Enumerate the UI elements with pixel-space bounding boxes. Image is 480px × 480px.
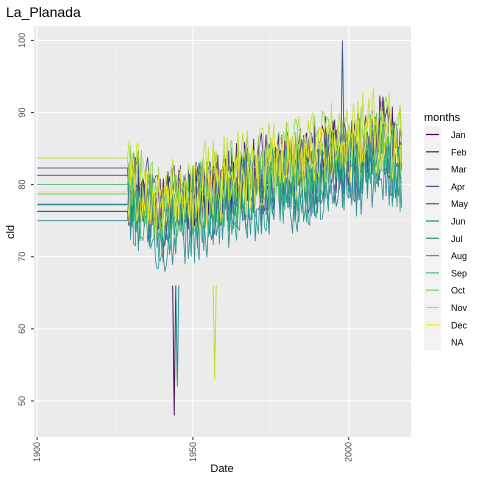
x-axis-title: Date xyxy=(210,463,233,475)
series-extreme xyxy=(172,285,177,416)
y-axis-ticks: 50 60 70 80 90 100 xyxy=(17,33,34,406)
y-tick-label: 90 xyxy=(17,108,27,118)
legend-label-na: NA xyxy=(451,338,464,348)
legend: Jan Feb Mar Apr May Jun Jul Aug Sep Oct Nov Dec NA xyxy=(424,126,469,351)
y-tick-label: 80 xyxy=(17,180,27,190)
legend-title: months xyxy=(424,112,461,124)
chart-title: La_Planada xyxy=(6,4,81,20)
legend-label-feb: Feb xyxy=(451,147,467,157)
series-extreme xyxy=(212,285,217,380)
legend-key-bg xyxy=(424,333,441,351)
legend-label-aug: Aug xyxy=(451,251,467,261)
series-line-dec xyxy=(37,113,403,241)
legend-label-jul: Jul xyxy=(451,234,463,244)
series-line-jun xyxy=(37,136,403,272)
x-tick-label: 1950 xyxy=(188,442,198,462)
legend-label-may: May xyxy=(451,199,469,209)
x-axis-ticks: 1900 1950 2000 xyxy=(32,437,354,462)
x-tick-label: 1900 xyxy=(32,442,42,462)
legend-label-apr: Apr xyxy=(451,182,465,192)
series-extreme xyxy=(340,40,345,142)
legend-label-jun: Jun xyxy=(451,217,466,227)
legend-label-sep: Sep xyxy=(451,268,467,278)
legend-label-jan: Jan xyxy=(451,130,466,140)
y-axis-title: cld xyxy=(5,225,17,239)
legend-label-mar: Mar xyxy=(451,165,467,175)
y-tick-label: 100 xyxy=(17,33,27,48)
series-lines xyxy=(37,40,403,416)
y-tick-label: 50 xyxy=(17,396,27,406)
series-extreme xyxy=(175,285,180,387)
y-tick-label: 70 xyxy=(17,252,27,262)
legend-label-oct: Oct xyxy=(451,286,466,296)
legend-label-nov: Nov xyxy=(451,303,468,313)
x-tick-label: 2000 xyxy=(344,442,354,462)
legend-label-dec: Dec xyxy=(451,320,468,330)
y-tick-label: 60 xyxy=(17,324,27,334)
